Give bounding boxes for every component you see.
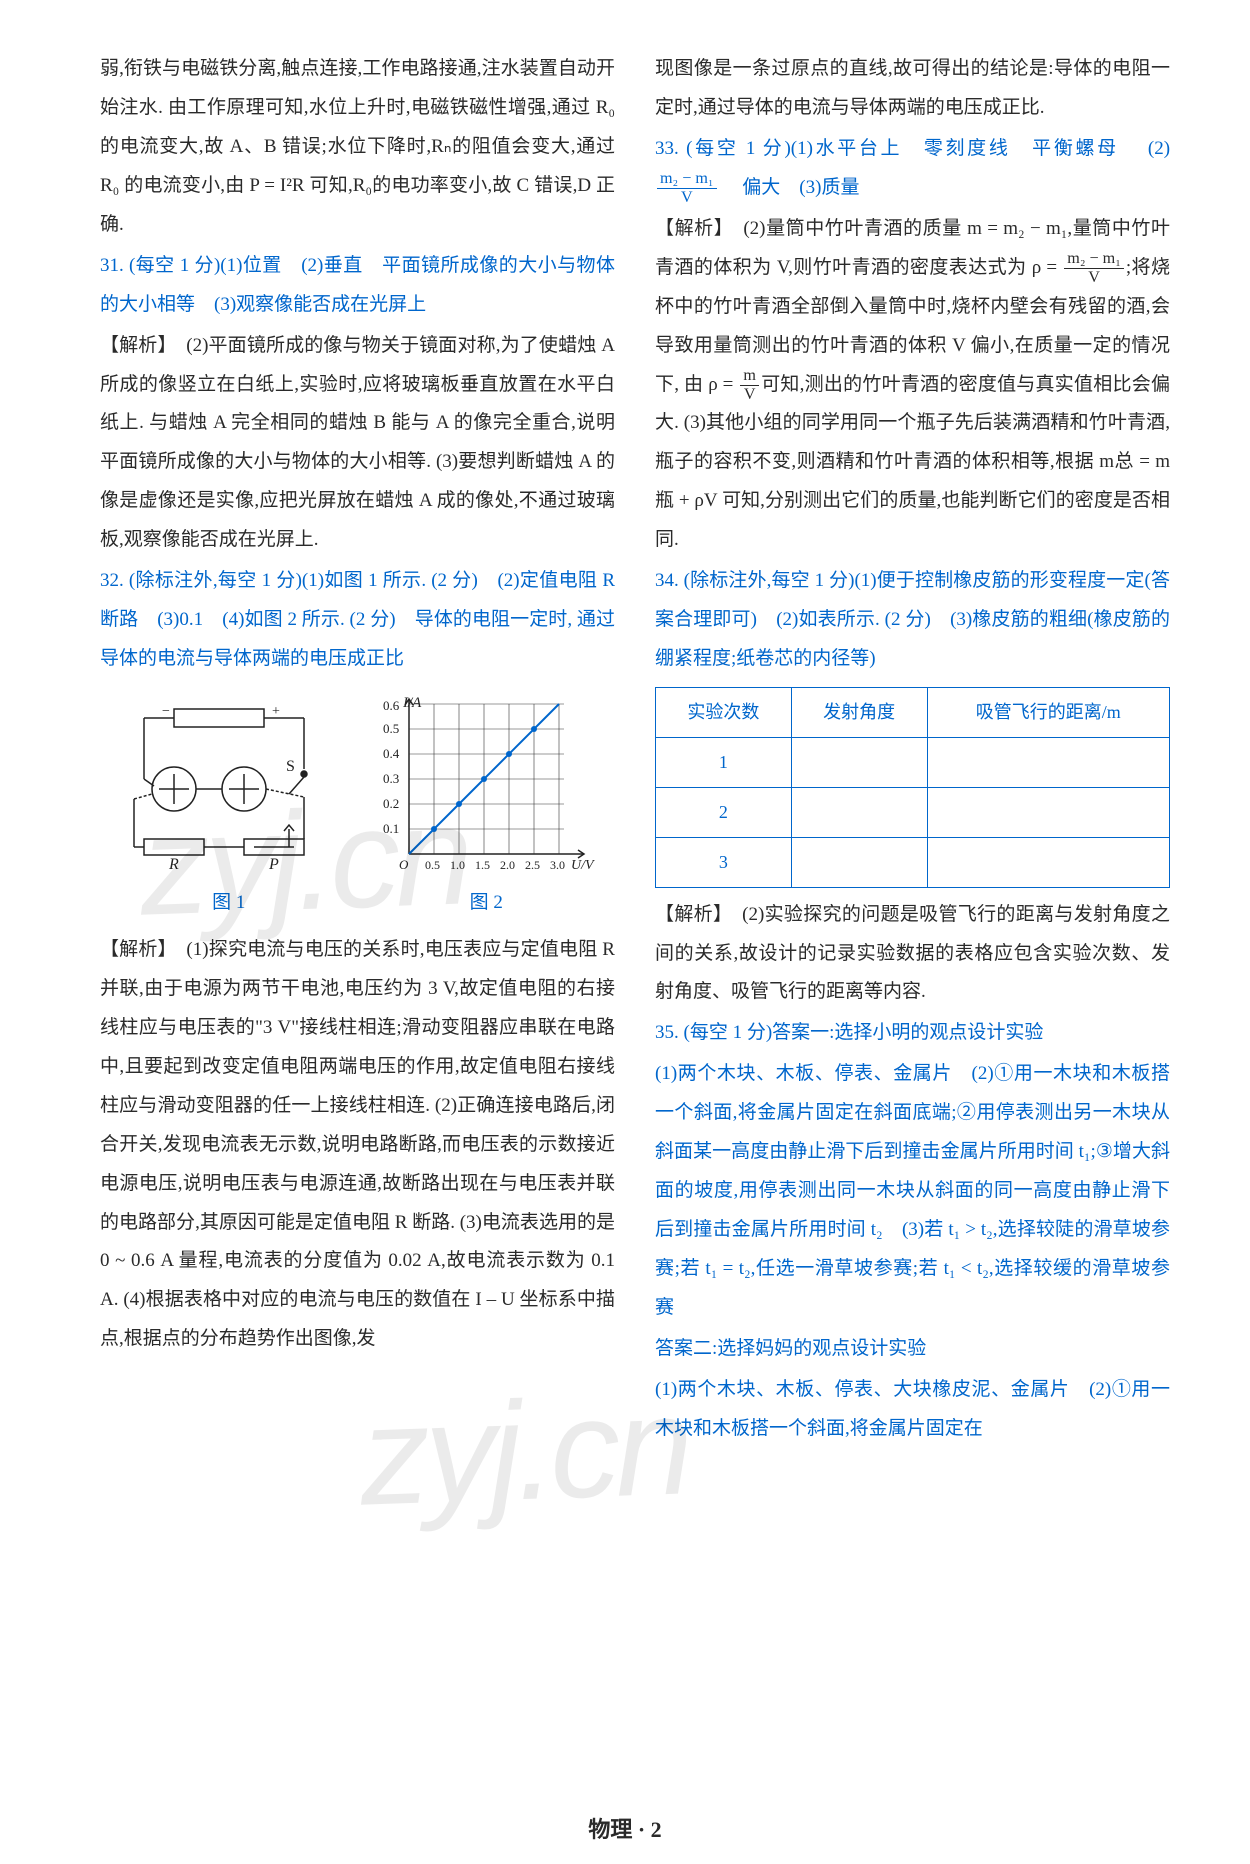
explanation-label: 【解析】 — [655, 218, 724, 239]
q35-number: 35. — [655, 1022, 679, 1043]
q31-number: 31. — [100, 255, 124, 276]
q34-number: 34. — [655, 570, 679, 591]
q31-answer-text: (每空 1 分)(1)位置 (2)垂直 平面镜所成像的大小与物体的大小相等 (3… — [100, 255, 615, 315]
q33-answer-b2: 偏大 (3)质量 — [723, 177, 859, 198]
table-row: 1 — [656, 737, 1170, 787]
circuit-diagram-fig1: − + S R — [114, 699, 344, 879]
fraction: m₂ − m₁ V — [657, 170, 717, 207]
q31-explanation: 【解析】 (2)平面镜所成的像与物关于镜面对称,为了使蜡烛 A 所成的像竖立在白… — [100, 327, 615, 561]
q35-answer-c: 答案二:选择妈妈的观点设计实验 — [655, 1330, 1170, 1369]
q34-exp-text: (2)实验探究的问题是吸管飞行的距离与发射角度之间的关系,故设计的记录实验数据的… — [655, 904, 1170, 1003]
table-cell: 1 — [656, 737, 792, 787]
table-cell — [927, 787, 1169, 837]
svg-text:+: + — [272, 704, 280, 719]
table-cell — [791, 787, 927, 837]
table-header-row: 实验次数 发射角度 吸管飞行的距离/m — [656, 688, 1170, 738]
q34-explanation: 【解析】 (2)实验探究的问题是吸管飞行的距离与发射角度之间的关系,故设计的记录… — [655, 896, 1170, 1013]
svg-text:0.6: 0.6 — [383, 698, 400, 713]
svg-text:U/V: U/V — [571, 858, 595, 873]
figure-captions: 图 1 图 2 — [100, 884, 615, 923]
page-columns: 弱,衔铁与电磁铁分离,触点连接,工作电路接通,注水装置自动开始注水. 由工作原理… — [100, 50, 1170, 1770]
q33-answer: 33. (每空 1 分)(1)水平台上 零刻度线 平衡螺母 (2) m₂ − m… — [655, 130, 1170, 208]
q34-answer: 34. (除标注外,每空 1 分)(1)便于控制橡皮筋的形变程度一定(答案合理即… — [655, 562, 1170, 679]
svg-text:3.0: 3.0 — [550, 858, 565, 872]
table-header: 实验次数 — [656, 688, 792, 738]
svg-text:2.0: 2.0 — [500, 858, 515, 872]
q35-answer-b: (1)两个木块、木板、停表、金属片 (2)①用一木块和木板搭一个斜面,将金属片固… — [655, 1055, 1170, 1328]
frac-numerator: m — [740, 367, 759, 386]
svg-text:0.2: 0.2 — [383, 796, 399, 811]
q35-answer-d: (1)两个木块、木板、停表、大块橡皮泥、金属片 (2)①用一木块和木板搭一个斜面… — [655, 1371, 1170, 1449]
left-column: 弱,衔铁与电磁铁分离,触点连接,工作电路接通,注水装置自动开始注水. 由工作原理… — [100, 50, 615, 1770]
right-column: 现图像是一条过原点的直线,故可得出的结论是:导体的电阻一定时,通过导体的电流与导… — [655, 50, 1170, 1770]
q33-explanation: 【解析】 (2)量筒中竹叶青酒的质量 m = m₂ − m₁,量筒中竹叶青酒的体… — [655, 210, 1170, 560]
table-cell — [927, 837, 1169, 887]
fig1-caption: 图 1 — [212, 884, 245, 923]
fraction: m₂ − m₁V — [1064, 250, 1124, 287]
q31-exp-text: (2)平面镜所成的像与物关于镜面对称,为了使蜡烛 A 所成的像竖立在白纸上,实验… — [100, 335, 615, 551]
q34-data-table: 实验次数 发射角度 吸管飞行的距离/m 1 2 3 — [655, 687, 1170, 888]
q31-answer: 31. (每空 1 分)(1)位置 (2)垂直 平面镜所成像的大小与物体的大小相… — [100, 247, 615, 325]
table-row: 2 — [656, 787, 1170, 837]
iv-graph-fig2: I/A 0.1 0.2 0.3 0.4 0.5 0.6 O 0.5 1.0 1.… — [371, 689, 601, 879]
table-header: 发射角度 — [791, 688, 927, 738]
q34-answer-text: (除标注外,每空 1 分)(1)便于控制橡皮筋的形变程度一定(答案合理即可) (… — [655, 570, 1170, 669]
q32-number: 32. — [100, 570, 124, 591]
table-cell — [791, 837, 927, 887]
svg-text:0.3: 0.3 — [383, 771, 399, 786]
q32-answer-text: (除标注外,每空 1 分)(1)如图 1 所示. (2 分) (2)定值电阻 R… — [100, 570, 615, 669]
table-cell: 2 — [656, 787, 792, 837]
q32-answer: 32. (除标注外,每空 1 分)(1)如图 1 所示. (2 分) (2)定值… — [100, 562, 615, 679]
fig2-caption: 图 2 — [470, 884, 503, 923]
q32-figures: − + S R — [100, 689, 615, 879]
table-cell: 3 — [656, 837, 792, 887]
svg-text:0.1: 0.1 — [383, 821, 399, 836]
fraction: mV — [740, 367, 759, 404]
svg-text:1.0: 1.0 — [450, 858, 465, 872]
q35-answer-a: (每空 1 分)答案一:选择小明的观点设计实验 — [684, 1022, 1044, 1043]
cont-paragraph-right: 现图像是一条过原点的直线,故可得出的结论是:导体的电阻一定时,通过导体的电流与导… — [655, 50, 1170, 128]
svg-text:0.4: 0.4 — [383, 746, 400, 761]
svg-text:I/A: I/A — [402, 695, 422, 711]
q32-explanation: 【解析】 (1)探究电流与电压的关系时,电压表应与定值电阻 R 并联,由于电源为… — [100, 931, 615, 1359]
q33-answer-b1: (2) — [1148, 138, 1170, 159]
table-cell — [791, 737, 927, 787]
svg-text:−: − — [162, 704, 170, 719]
q33-number: 33. — [655, 138, 679, 159]
cont-paragraph: 弱,衔铁与电磁铁分离,触点连接,工作电路接通,注水装置自动开始注水. 由工作原理… — [100, 50, 615, 245]
svg-text:0.5: 0.5 — [383, 721, 399, 736]
frac-numerator: m₂ − m₁ — [657, 170, 717, 189]
q33-exp-c: 可知,测出的竹叶青酒的密度值与真实值相比会偏大. (3)其他小组的同学用同一个瓶… — [655, 374, 1170, 551]
q32-exp-text: (1)探究电流与电压的关系时,电压表应与定值电阻 R 并联,由于电源为两节干电池… — [100, 939, 615, 1349]
page-footer: 物理 · 2 — [0, 1812, 1250, 1844]
explanation-label: 【解析】 — [100, 939, 167, 960]
svg-text:2.5: 2.5 — [525, 858, 540, 872]
svg-text:O: O — [399, 857, 409, 872]
svg-text:P: P — [268, 856, 279, 873]
svg-text:1.5: 1.5 — [475, 858, 490, 872]
table-row: 3 — [656, 837, 1170, 887]
svg-text:S: S — [286, 758, 295, 775]
frac-denominator: V — [1064, 269, 1124, 287]
q35-answer: 35. (每空 1 分)答案一:选择小明的观点设计实验 — [655, 1014, 1170, 1053]
frac-denominator: V — [740, 386, 759, 404]
explanation-label: 【解析】 — [100, 335, 167, 356]
table-cell — [927, 737, 1169, 787]
frac-numerator: m₂ − m₁ — [1064, 250, 1124, 269]
explanation-label: 【解析】 — [655, 904, 723, 925]
frac-denominator: V — [657, 189, 717, 207]
svg-text:R: R — [168, 856, 179, 873]
table-header: 吸管飞行的距离/m — [927, 688, 1169, 738]
q33-answer-text-a: (每空 1 分)(1)水平台上 零刻度线 平衡螺母 — [686, 138, 1140, 159]
svg-text:0.5: 0.5 — [425, 858, 440, 872]
